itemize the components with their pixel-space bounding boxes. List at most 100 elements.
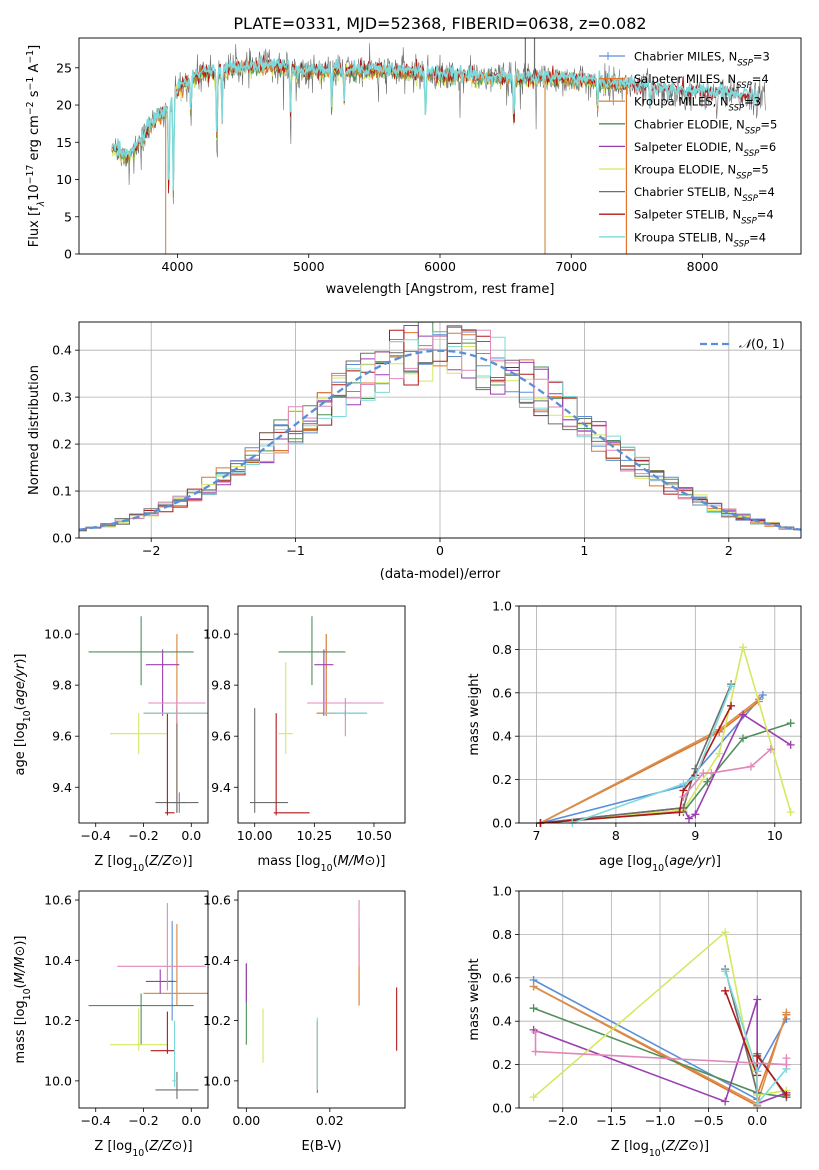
legend-entry: Kroupa MILES, NSSP=3 [634, 95, 761, 114]
legend-entry: Kroupa ELODIE, NSSP=5 [634, 163, 769, 182]
y-tick-label: 0.1 [52, 484, 72, 499]
legend-entry: Chabrier ELODIE, NSSP=5 [634, 117, 777, 136]
weight-point-marker [782, 1008, 791, 1017]
legend-entry: 𝒩(0, 1) [739, 336, 785, 351]
weight-point-marker [721, 1097, 730, 1106]
weight-series-line [724, 971, 788, 1106]
legend-entry: Salpeter MILES, NSSP=4 [634, 72, 769, 91]
mass-vs-reddening-panel: 0.00 0.02 10.0 10.2 10.4 10.6 E(B-V) [203, 890, 406, 1154]
y-tick-label: 0.2 [492, 1057, 512, 1072]
x-tick-label: −0.4 [81, 1113, 111, 1128]
y-tick-label: 25 [56, 60, 72, 75]
weight-point-marker [739, 734, 748, 743]
weight-series-line [540, 713, 792, 823]
y-tick-label: 9.6 [52, 729, 72, 744]
x-tick-label: 8000 [687, 259, 719, 274]
x-tick-label: 0.0 [747, 1113, 767, 1128]
x-tick-label: 6000 [424, 259, 456, 274]
weight-point-marker [786, 719, 795, 728]
weight-series-line [540, 683, 732, 823]
axes-frame [78, 605, 209, 824]
x-tick-label: −2.0 [548, 1113, 578, 1128]
weight-point-marker [684, 814, 693, 823]
mass-weight-vs-metallicity-panel: −2.0 −1.5 −1.0 −0.5 0.0 0.0 0.2 0.4 0.6 0.8 1.0 Z [… [467, 884, 802, 1159]
y-tick-label: 10.2 [203, 1013, 231, 1028]
legend-entry: Salpeter STELIB, NSSP=4 [634, 208, 774, 227]
x-tick-label: −0.4 [81, 828, 111, 843]
y-tick-label: 0.2 [492, 772, 512, 787]
x-tick-label: 10.25 [296, 828, 332, 843]
residual-histogram-panel: −2 −1 0 1 2 0.0 0.1 0.2 0.3 0.4 𝒩(0, 1) (data-model… [27, 321, 802, 582]
weight-point-marker [746, 762, 755, 771]
y-tick-label: 0.3 [52, 390, 72, 405]
x-tick-label: −0.5 [693, 1113, 723, 1128]
x-tick-label: 0.0 [181, 1113, 201, 1128]
weight-point-marker [727, 701, 736, 710]
x-tick-label: 0.0 [181, 828, 201, 843]
axes-frame [237, 890, 406, 1109]
x-tick-label: 10.00 [237, 828, 273, 843]
y-tick-label: 9.4 [211, 780, 231, 795]
x-tick-label: 7000 [555, 259, 587, 274]
x-tick-label: 7 [532, 828, 540, 843]
y-tick-label: 10.0 [44, 1073, 72, 1088]
mass-weight-vs-age-panel: 7 8 9 10 0.0 0.2 0.4 0.6 0.8 1.0 age [log10(age/yr… [467, 599, 802, 874]
mass-vs-metallicity-panel: −0.4 −0.2 0.0 10.0 10.2 10.4 10.6 Z [log10(Z/Z⊙… [13, 890, 209, 1159]
model-spectrum [111, 55, 759, 191]
y-tick-label: 0.6 [492, 970, 512, 985]
weight-point-marker [753, 1067, 762, 1076]
weight-point-marker [691, 773, 700, 782]
weight-series-line [571, 686, 732, 823]
x-tick-label: 0 [436, 543, 444, 558]
y-axis-label: age [log10(age/yr)] [13, 653, 33, 775]
histogram-series [79, 329, 801, 531]
x-tick-label: −0.2 [128, 1113, 158, 1128]
y-tick-label: 10.0 [44, 627, 72, 642]
y-tick-label: 5 [64, 209, 72, 224]
y-tick-label: 9.4 [52, 780, 72, 795]
legend-entry: Salpeter ELODIE, NSSP=6 [634, 140, 776, 159]
x-tick-label: 4000 [162, 259, 194, 274]
x-tick-label: −1 [286, 543, 304, 558]
x-axis-label: Z [log10(Z/Z⊙)] [94, 854, 192, 874]
x-axis-label: Z [log10(Z/Z⊙)] [611, 1139, 709, 1159]
weight-point-marker [715, 749, 724, 758]
y-tick-label: 10 [56, 172, 72, 187]
x-tick-label: −1.0 [645, 1113, 675, 1128]
x-tick-label: 9 [691, 828, 699, 843]
x-axis-label: Z [log10(Z/Z⊙)] [94, 1139, 192, 1159]
y-axis-label: mass weight [467, 958, 482, 1040]
weight-point-marker [529, 1004, 538, 1013]
weight-point-marker [739, 643, 748, 652]
y-axis-label: Flux [fλ10−17 erg cm−2 s−1 A−1] [25, 45, 47, 247]
weight-point-marker [699, 769, 708, 778]
y-tick-label: 9.8 [211, 678, 231, 693]
x-axis-label: mass [log10(M/M⊙)] [257, 854, 385, 874]
weight-series-line [724, 990, 788, 1096]
weight-series-line [533, 930, 787, 1098]
y-tick-label: 0.0 [492, 816, 512, 831]
y-tick-label: 10.4 [203, 953, 231, 968]
y-tick-label: 0.8 [492, 642, 512, 657]
histogram-series [79, 325, 801, 531]
weight-point-marker [782, 1054, 791, 1063]
legend-entry: Chabrier MILES, NSSP=3 [634, 50, 770, 69]
x-axis-label: wavelength [Angstrom, rest frame] [326, 282, 555, 297]
y-tick-label: 9.6 [211, 729, 231, 744]
weight-point-marker [753, 1051, 762, 1060]
weight-point-marker [721, 928, 730, 937]
legend-marker [604, 52, 612, 60]
y-tick-label: 1.0 [492, 599, 512, 614]
y-tick-label: 0.4 [492, 1014, 512, 1029]
x-tick-label: 10 [767, 828, 783, 843]
weight-series-line [540, 698, 760, 823]
x-axis-label: E(B-V) [301, 1139, 341, 1154]
axes-frame [78, 321, 802, 539]
age-vs-mass-panel: 10.00 10.25 10.50 9.4 9.6 9.8 10.0 mass [log10(… [203, 605, 406, 874]
x-axis-label: age [log10(age/yr)] [599, 854, 721, 874]
axes-frame [518, 890, 802, 1109]
legend-entry: Kroupa STELIB, NSSP=4 [634, 230, 766, 249]
x-tick-label: −1.5 [596, 1113, 626, 1128]
axes-frame [237, 605, 406, 824]
